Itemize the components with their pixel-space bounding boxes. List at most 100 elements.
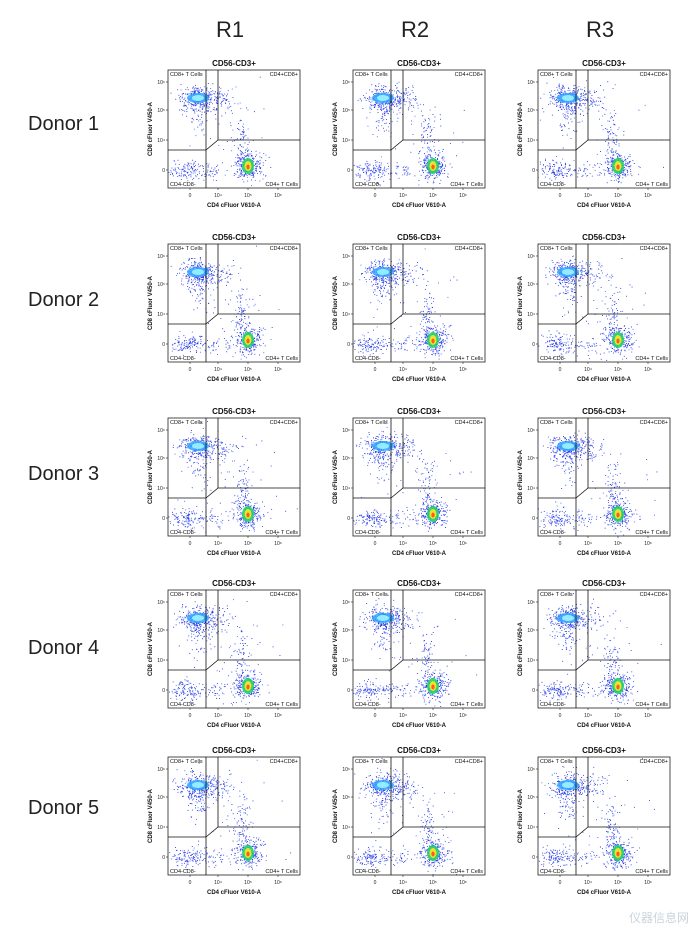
x-tick-label: 0 xyxy=(189,193,192,199)
quadrant-label-bottom-left: CD4-CD8- xyxy=(540,356,566,362)
quadrant-label-top-right: CD4+CD8+ xyxy=(455,592,483,598)
quadrant-label-bottom-right: CD4+ T Cells xyxy=(450,702,483,708)
quadrant-label-bottom-right: CD4+ T Cells xyxy=(265,869,298,875)
x-tick-label: 10⁶ xyxy=(274,713,282,719)
y-tick-label: 10⁶ xyxy=(157,80,165,86)
cd8-density-peak xyxy=(192,782,204,788)
y-axis-label: CD8 cFluor V450-A xyxy=(518,275,524,330)
quadrant-label-bottom-left: CD4-CD8- xyxy=(170,530,196,536)
cd4-density-peak xyxy=(616,338,620,344)
y-tick-label: 10⁵ xyxy=(527,282,535,288)
x-tick-label: 0 xyxy=(559,541,562,547)
y-tick-label: 10⁵ xyxy=(342,282,350,288)
x-tick-label: 10⁴ xyxy=(399,880,407,886)
cd8-density-peak xyxy=(192,443,204,449)
y-tick-label: 10⁵ xyxy=(527,795,535,801)
y-tick-label: 10⁴ xyxy=(342,825,350,831)
quadrant-label-top-left: CD8+ T Cells xyxy=(355,592,388,598)
plot-frame xyxy=(167,417,301,537)
x-tick-label: 0 xyxy=(374,193,377,199)
y-axis-label: CD8 cFluor V450-A xyxy=(518,101,524,156)
panel-title: CD56-CD3+ xyxy=(397,59,441,68)
column-header-r2: R2 xyxy=(400,17,430,42)
quadrant-gates xyxy=(353,418,485,536)
plot-frame xyxy=(167,756,301,876)
y-tick-label: 10⁴ xyxy=(157,312,165,318)
y-tick-label: 10⁴ xyxy=(527,825,535,831)
x-tick-label: 0 xyxy=(189,541,192,547)
x-axis-label: CD4 cFluor V610-A xyxy=(207,377,262,383)
cd8-density-peak xyxy=(377,95,389,101)
y-tick-label: 0 xyxy=(162,342,165,348)
quadrant-label-top-right: CD4+CD8+ xyxy=(270,72,298,78)
y-tick-label: 10⁵ xyxy=(342,795,350,801)
quadrant-label-bottom-left: CD4-CD8- xyxy=(170,182,196,188)
cd8-density-peak xyxy=(562,615,574,621)
x-axis-label: CD4 cFluor V610-A xyxy=(207,723,262,729)
cd8-density-peak xyxy=(562,782,574,788)
x-tick-label: 10⁶ xyxy=(459,367,467,373)
x-axis-label: CD4 cFluor V610-A xyxy=(577,890,632,896)
x-tick-label: 10⁶ xyxy=(459,880,467,886)
x-tick-label: 10⁴ xyxy=(584,541,592,547)
cd8-density-peak xyxy=(377,615,389,621)
x-tick-label: 10⁵ xyxy=(244,541,252,547)
y-tick-label: 10⁶ xyxy=(527,600,535,606)
x-tick-label: 0 xyxy=(189,367,192,373)
x-tick-label: 0 xyxy=(559,713,562,719)
quadrant-label-top-right: CD4+CD8+ xyxy=(270,759,298,765)
quadrant-label-bottom-right: CD4+ T Cells xyxy=(635,182,668,188)
quadrant-label-top-left: CD8+ T Cells xyxy=(540,592,573,598)
plot-frame xyxy=(352,417,486,537)
quadrant-gates xyxy=(538,590,670,708)
quadrant-label-bottom-right: CD4+ T Cells xyxy=(265,182,298,188)
y-tick-label: 0 xyxy=(532,342,535,348)
quadrant-label-top-right: CD4+CD8+ xyxy=(270,246,298,252)
quadrant-gates xyxy=(168,70,300,188)
y-tick-label: 0 xyxy=(162,516,165,522)
quadrant-label-bottom-right: CD4+ T Cells xyxy=(265,702,298,708)
column-header-r1: R1 xyxy=(215,17,245,42)
x-axis-label: CD4 cFluor V610-A xyxy=(577,203,632,209)
cd8-density-peak xyxy=(562,443,574,449)
quadrant-label-bottom-right: CD4+ T Cells xyxy=(450,530,483,536)
plot-panel-donor-2-r1: CD56-CD3+ CD8+ T Cells CD4+CD8+ CD4-CD8- CD4… xyxy=(148,233,301,383)
quadrant-label-bottom-right: CD4+ T Cells xyxy=(635,356,668,362)
y-tick-label: 10⁶ xyxy=(342,767,350,773)
x-tick-label: 10⁵ xyxy=(614,367,622,373)
x-tick-label: 10⁴ xyxy=(214,193,222,199)
x-tick-label: 0 xyxy=(374,541,377,547)
quadrant-label-top-right: CD4+CD8+ xyxy=(270,420,298,426)
x-tick-label: 0 xyxy=(189,880,192,886)
quadrant-label-bottom-right: CD4+ T Cells xyxy=(635,530,668,536)
plot-frame xyxy=(167,243,301,363)
panel-title: CD56-CD3+ xyxy=(212,579,256,588)
cd4-density-peak xyxy=(246,338,250,344)
quadrant-gates xyxy=(538,70,670,188)
cd4-density-peak xyxy=(246,164,250,170)
y-axis-label: CD8 cFluor V450-A xyxy=(333,101,339,156)
plot-frame xyxy=(537,417,671,537)
plot-frame xyxy=(352,69,486,189)
y-axis-label: CD8 cFluor V450-A xyxy=(148,275,154,330)
quadrant-label-top-left: CD8+ T Cells xyxy=(170,592,203,598)
x-tick-label: 10⁶ xyxy=(644,541,652,547)
x-tick-label: 10⁴ xyxy=(584,193,592,199)
quadrant-gates xyxy=(168,757,300,875)
quadrant-label-bottom-right: CD4+ T Cells xyxy=(265,530,298,536)
y-tick-label: 10⁵ xyxy=(527,456,535,462)
x-tick-label: 10⁵ xyxy=(244,880,252,886)
row-label-donor-2: Donor 2 xyxy=(28,289,100,311)
panel-title: CD56-CD3+ xyxy=(582,59,626,68)
y-tick-label: 10⁵ xyxy=(342,456,350,462)
y-tick-label: 10⁵ xyxy=(157,282,165,288)
plot-panel-donor-2-r3: CD56-CD3+ CD8+ T Cells CD4+CD8+ CD4-CD8- CD4… xyxy=(518,233,671,383)
panel-title: CD56-CD3+ xyxy=(212,59,256,68)
y-tick-label: 0 xyxy=(532,516,535,522)
y-tick-label: 10⁴ xyxy=(157,486,165,492)
y-tick-label: 0 xyxy=(347,516,350,522)
plot-panel-donor-4-r1: CD56-CD3+ CD8+ T Cells CD4+CD8+ CD4-CD8- CD4… xyxy=(148,579,301,729)
x-tick-label: 10⁶ xyxy=(644,880,652,886)
cd8-density-peak xyxy=(192,269,204,275)
plot-panel-donor-3-r2: CD56-CD3+ CD8+ T Cells CD4+CD8+ CD4-CD8- CD4… xyxy=(333,407,486,557)
